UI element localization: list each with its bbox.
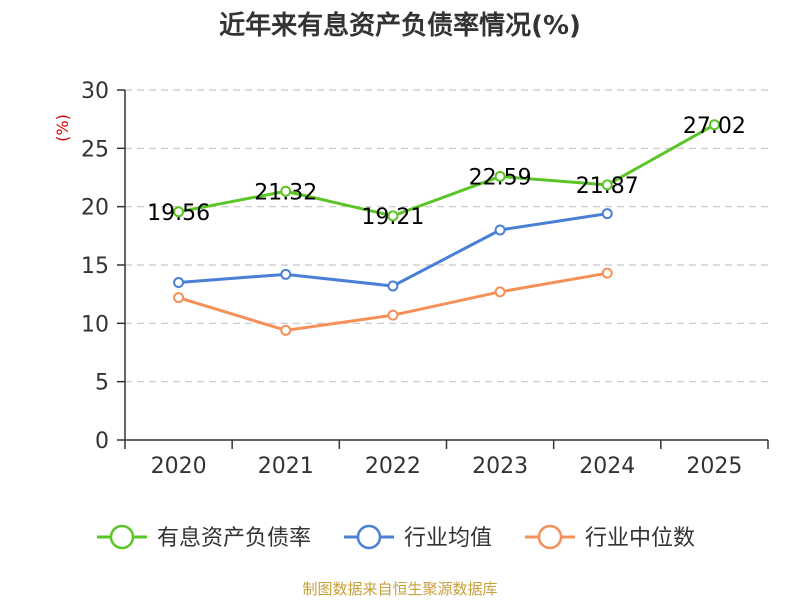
data-point <box>173 292 185 304</box>
series-group <box>173 119 720 336</box>
x-tick-label: 2023 <box>472 454 528 479</box>
chart-title: 近年来有息资产负债率情况(%) <box>219 10 581 41</box>
data-label: 22.59 <box>469 165 532 190</box>
x-tick-label: 2022 <box>365 454 421 479</box>
source-note: 制图数据来自恒生聚源数据库 <box>302 580 497 598</box>
grid-lines <box>125 89 768 383</box>
legend-item-0: 有息资产负债率 <box>97 524 311 551</box>
data-point <box>280 268 292 280</box>
data-point <box>601 208 613 220</box>
data-label: 27.02 <box>683 114 746 139</box>
data-point <box>173 206 185 218</box>
y-tick-label: 25 <box>81 137 109 162</box>
legend-item-2: 行业中位数 <box>525 524 695 551</box>
data-point <box>387 210 399 222</box>
legend-label: 行业均值 <box>404 526 492 551</box>
legend-item-1: 行业均值 <box>344 524 492 551</box>
legend: 有息资产负债率 行业均值 行业中位数 <box>97 524 695 551</box>
data-label: 19.56 <box>147 201 210 226</box>
data-label: 21.32 <box>254 180 317 205</box>
y-axis-label: (%) <box>53 114 72 142</box>
data-point <box>494 170 506 182</box>
x-tick-label: 2021 <box>258 454 314 479</box>
data-point <box>601 267 613 279</box>
y-tick-label: 15 <box>81 254 109 279</box>
data-point <box>494 286 506 298</box>
legend-label: 有息资产负债率 <box>157 526 311 551</box>
y-tick-label: 30 <box>81 79 109 104</box>
legend-label: 行业中位数 <box>585 526 695 551</box>
x-tick-label: 2024 <box>579 454 635 479</box>
y-tick-label: 20 <box>81 196 109 221</box>
data-point <box>173 277 185 288</box>
data-point <box>708 119 720 131</box>
data-point <box>387 280 399 292</box>
y-tick-label: 10 <box>81 312 109 337</box>
data-point <box>494 224 506 236</box>
data-point <box>280 185 292 197</box>
x-tick-label: 2020 <box>151 454 207 479</box>
data-point <box>387 309 399 321</box>
data-label: 21.87 <box>576 174 639 199</box>
legend-marker <box>109 524 135 550</box>
legend-marker <box>537 524 563 550</box>
data-label: 19.21 <box>361 205 424 230</box>
x-tick-label: 2025 <box>686 454 742 479</box>
y-tick-label: 5 <box>95 371 109 396</box>
data-labels: 19.56 21.32 19.21 22.59 21.87 27.02 <box>147 114 746 230</box>
data-point <box>601 179 613 191</box>
series-line-0 <box>177 123 716 218</box>
legend-marker <box>356 524 382 550</box>
data-point <box>280 324 292 336</box>
y-tick-label: 0 <box>95 429 109 454</box>
